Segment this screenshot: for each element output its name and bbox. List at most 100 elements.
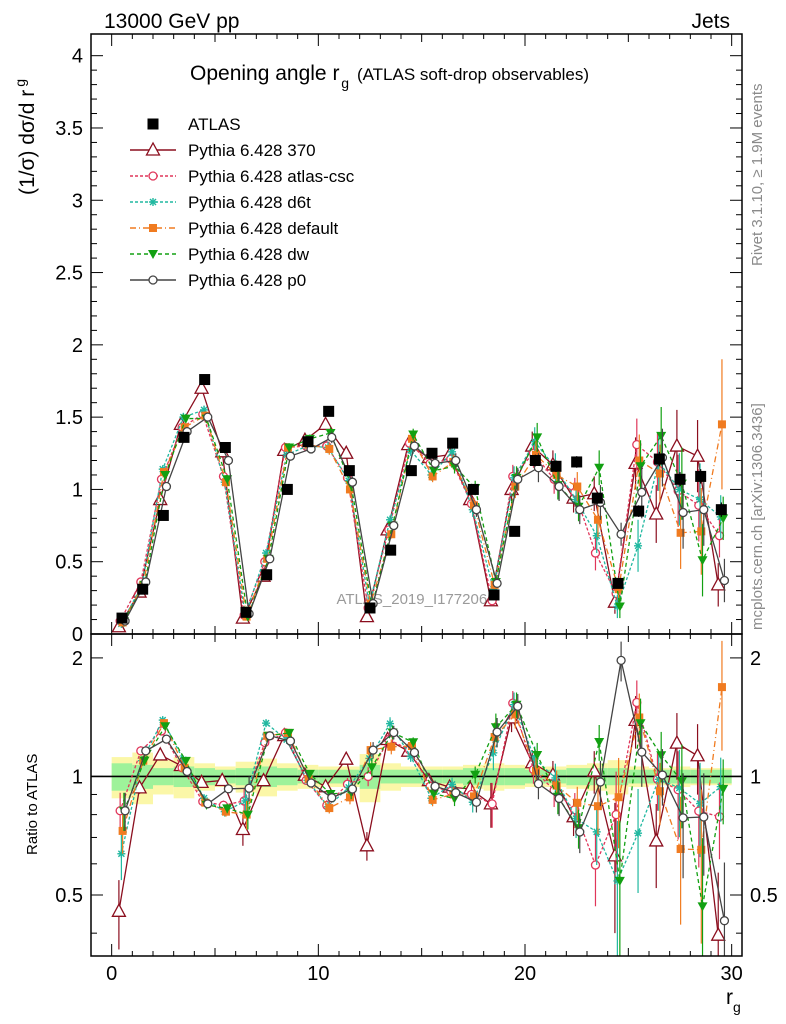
series-point: [669, 437, 685, 452]
data-point: [529, 455, 541, 467]
ratio-point: [657, 770, 668, 780]
ratio-point: [492, 727, 502, 737]
series-point: [717, 420, 726, 429]
ratio-point: [141, 746, 151, 756]
series-point: [448, 447, 457, 456]
x-tick-label: 30: [721, 963, 743, 985]
series-point: [593, 515, 602, 524]
series-point: [696, 495, 705, 504]
series-point: [409, 441, 420, 451]
ratio-point: [594, 737, 605, 747]
y-tick-label: 2: [72, 335, 83, 357]
legend-label: Pythia 6.428 370: [188, 141, 316, 160]
series-point: [160, 470, 171, 480]
series-point: [430, 458, 440, 469]
series-point: [428, 466, 439, 476]
ratio-point: [160, 722, 171, 732]
ratio-point: [531, 766, 540, 775]
ratio-point: [552, 781, 561, 790]
series-point: [389, 520, 399, 531]
ratio-series-0: [111, 696, 726, 956]
ratio-point: [592, 827, 601, 836]
series-point: [614, 585, 623, 594]
data-point: [157, 509, 169, 521]
data-point: [302, 436, 314, 448]
legend-entry: Pythia 6.428 default: [130, 219, 339, 238]
ratio-point: [428, 795, 437, 804]
y-tick-label: 4: [72, 46, 83, 68]
data-point: [116, 612, 128, 624]
series-point: [345, 485, 354, 494]
ratio-point: [242, 810, 253, 820]
x-axis-label-main: r: [726, 986, 733, 1009]
ratio-point: [637, 747, 647, 757]
legend-entry: Pythia 6.428 p0: [130, 271, 306, 290]
data-point: [488, 589, 500, 601]
ratio-point: [648, 832, 664, 847]
series-point: [265, 554, 275, 564]
ratio-point: [634, 829, 643, 838]
legend-label: Pythia 6.428 p0: [188, 271, 306, 290]
ratio-point: [255, 772, 272, 787]
ratio-point: [152, 746, 168, 761]
series-point: [573, 482, 582, 491]
ratio-point: [699, 812, 709, 822]
ratio-point: [595, 777, 606, 787]
data-point: [364, 602, 376, 614]
ratio-y-axis-label: Ratio to ATLAS: [24, 754, 41, 855]
ratio-point: [161, 734, 172, 744]
ratio-y-tick-label: 0.5: [55, 885, 83, 907]
ratio-point: [607, 847, 623, 862]
data-point: [550, 460, 562, 472]
series-point: [407, 434, 416, 443]
ratio-point: [244, 783, 254, 793]
series-3: [118, 359, 726, 627]
ratio-point: [327, 793, 337, 803]
ratio-point: [551, 773, 560, 782]
series-point: [221, 478, 230, 487]
ratio-point: [697, 845, 706, 854]
series-point: [655, 469, 664, 478]
legend-marker: [149, 198, 157, 206]
series-point: [635, 462, 646, 472]
series-point: [637, 487, 647, 497]
legend-marker: [145, 141, 161, 156]
ratio-point: [347, 784, 358, 794]
ratio-point: [718, 784, 729, 794]
series-point: [635, 456, 644, 465]
series-point: [338, 444, 354, 459]
x-axis-label: rg: [726, 986, 741, 1015]
ratio-point: [284, 728, 295, 738]
chart-title-sub: g: [341, 75, 349, 91]
ratio-point: [448, 780, 457, 789]
x-tick-label: 10: [307, 963, 329, 985]
ratio-point: [614, 876, 625, 886]
ratio-point: [714, 811, 725, 822]
legend-label: Pythia 6.428 d6t: [188, 193, 311, 212]
y-tick-label: 2.5: [55, 263, 83, 285]
legend-entry: ATLAS: [147, 115, 241, 134]
ratio-point: [193, 774, 210, 789]
ratio-point: [306, 778, 316, 788]
ratio-point: [222, 804, 233, 814]
ratio-point: [511, 710, 520, 719]
ratio-point: [214, 772, 230, 787]
series-point: [616, 529, 626, 539]
ratio-y-tick-label-right: 0.5: [750, 885, 778, 907]
series-point: [471, 505, 482, 515]
ratio-point: [487, 799, 497, 809]
series-point: [719, 575, 730, 586]
mcplots-note: mcplots.cern.ch [arXiv:1306.3436]: [749, 403, 766, 630]
ratio-point: [593, 802, 602, 811]
y-axis-label: (1/σ) dσ/d r g: [12, 79, 39, 195]
series-point: [325, 444, 334, 453]
ratio-point: [182, 766, 192, 777]
y-tick-label: 3: [72, 190, 83, 212]
ratio-point: [717, 683, 726, 692]
series-point: [161, 481, 172, 492]
legend-label: ATLAS: [188, 115, 241, 134]
data-point: [137, 583, 149, 595]
ratio-point: [304, 769, 315, 779]
series-point: [594, 463, 605, 473]
series-point: [317, 415, 334, 431]
